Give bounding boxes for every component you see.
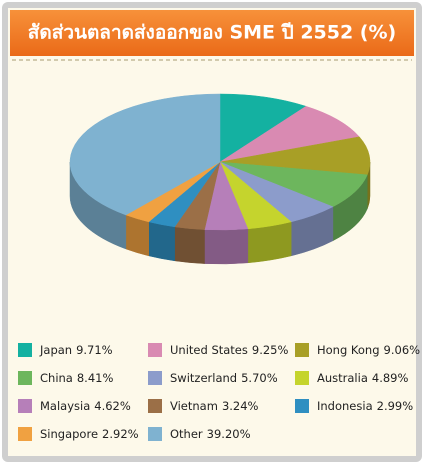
legend-name: Japan: [39, 343, 72, 357]
legend-name: Indonesia: [317, 399, 373, 413]
legend-name: Vietnam: [170, 399, 218, 413]
slice: [219, 105, 360, 163]
legend-value: 5.70%: [241, 371, 278, 385]
legend-label: Singapore 2.92%: [40, 427, 139, 441]
legend-value: 2.99%: [377, 399, 414, 413]
slice-side: [148, 221, 175, 262]
legend-swatch: [18, 399, 32, 413]
legend-swatch: [148, 343, 162, 357]
legend-swatch: [148, 371, 162, 385]
legend-name: Hong Kong: [317, 343, 380, 357]
legend-value: 9.25%: [252, 343, 289, 357]
slice: [219, 93, 307, 163]
legend: Japan 9.71% United States 9.25% Hong Kong 9.0…: [18, 343, 420, 441]
legend-name: China: [40, 371, 73, 385]
legend-label: Malaysia 4.62%: [40, 399, 131, 413]
legend-label: United States 9.25%: [170, 343, 288, 357]
slice-side: [174, 226, 205, 264]
legend-value: 4.62%: [94, 399, 131, 413]
legend-value: 9.71%: [76, 343, 113, 357]
legend-swatch: [295, 343, 309, 357]
legend-label: Indonesia 2.99%: [317, 399, 413, 413]
legend-value: 3.24%: [222, 399, 259, 413]
legend-value: 39.20%: [207, 427, 251, 441]
legend-swatch: [18, 427, 32, 441]
legend-name: Other: [170, 427, 203, 441]
legend-label: Switzerland 5.70%: [170, 371, 278, 385]
pie: [69, 93, 371, 265]
legend-swatch: [148, 399, 162, 413]
legend-value: 8.41%: [77, 371, 114, 385]
legend-value: 2.92%: [102, 427, 139, 441]
slice-side: [204, 228, 249, 265]
legend-name: Australia: [317, 371, 368, 385]
legend-label: Japan 9.71%: [39, 343, 113, 357]
legend-name: United States: [170, 343, 248, 357]
legend-name: Malaysia: [40, 399, 90, 413]
legend-label: Other 39.20%: [170, 427, 251, 441]
legend-swatch: [148, 427, 162, 441]
legend-swatch: [18, 371, 32, 385]
legend-swatch: [295, 399, 309, 413]
legend-label: Australia 4.89%: [317, 371, 408, 385]
legend-swatch: [18, 343, 32, 357]
legend-value: 9.06%: [384, 343, 421, 357]
legend-value: 4.89%: [372, 371, 409, 385]
chart-title: สัดส่วนตลาดส่งออกของ SME ปี 2552 (%): [28, 22, 396, 44]
header: [10, 10, 414, 56]
slice: [219, 136, 371, 176]
legend-label: Hong Kong 9.06%: [317, 343, 420, 357]
legend-swatch: [295, 371, 309, 385]
legend-label: China 8.41%: [40, 371, 113, 385]
legend-name: Switzerland: [170, 371, 237, 385]
legend-label: Vietnam 3.24%: [170, 399, 259, 413]
slice: [69, 93, 221, 216]
legend-name: Singapore: [40, 427, 98, 441]
